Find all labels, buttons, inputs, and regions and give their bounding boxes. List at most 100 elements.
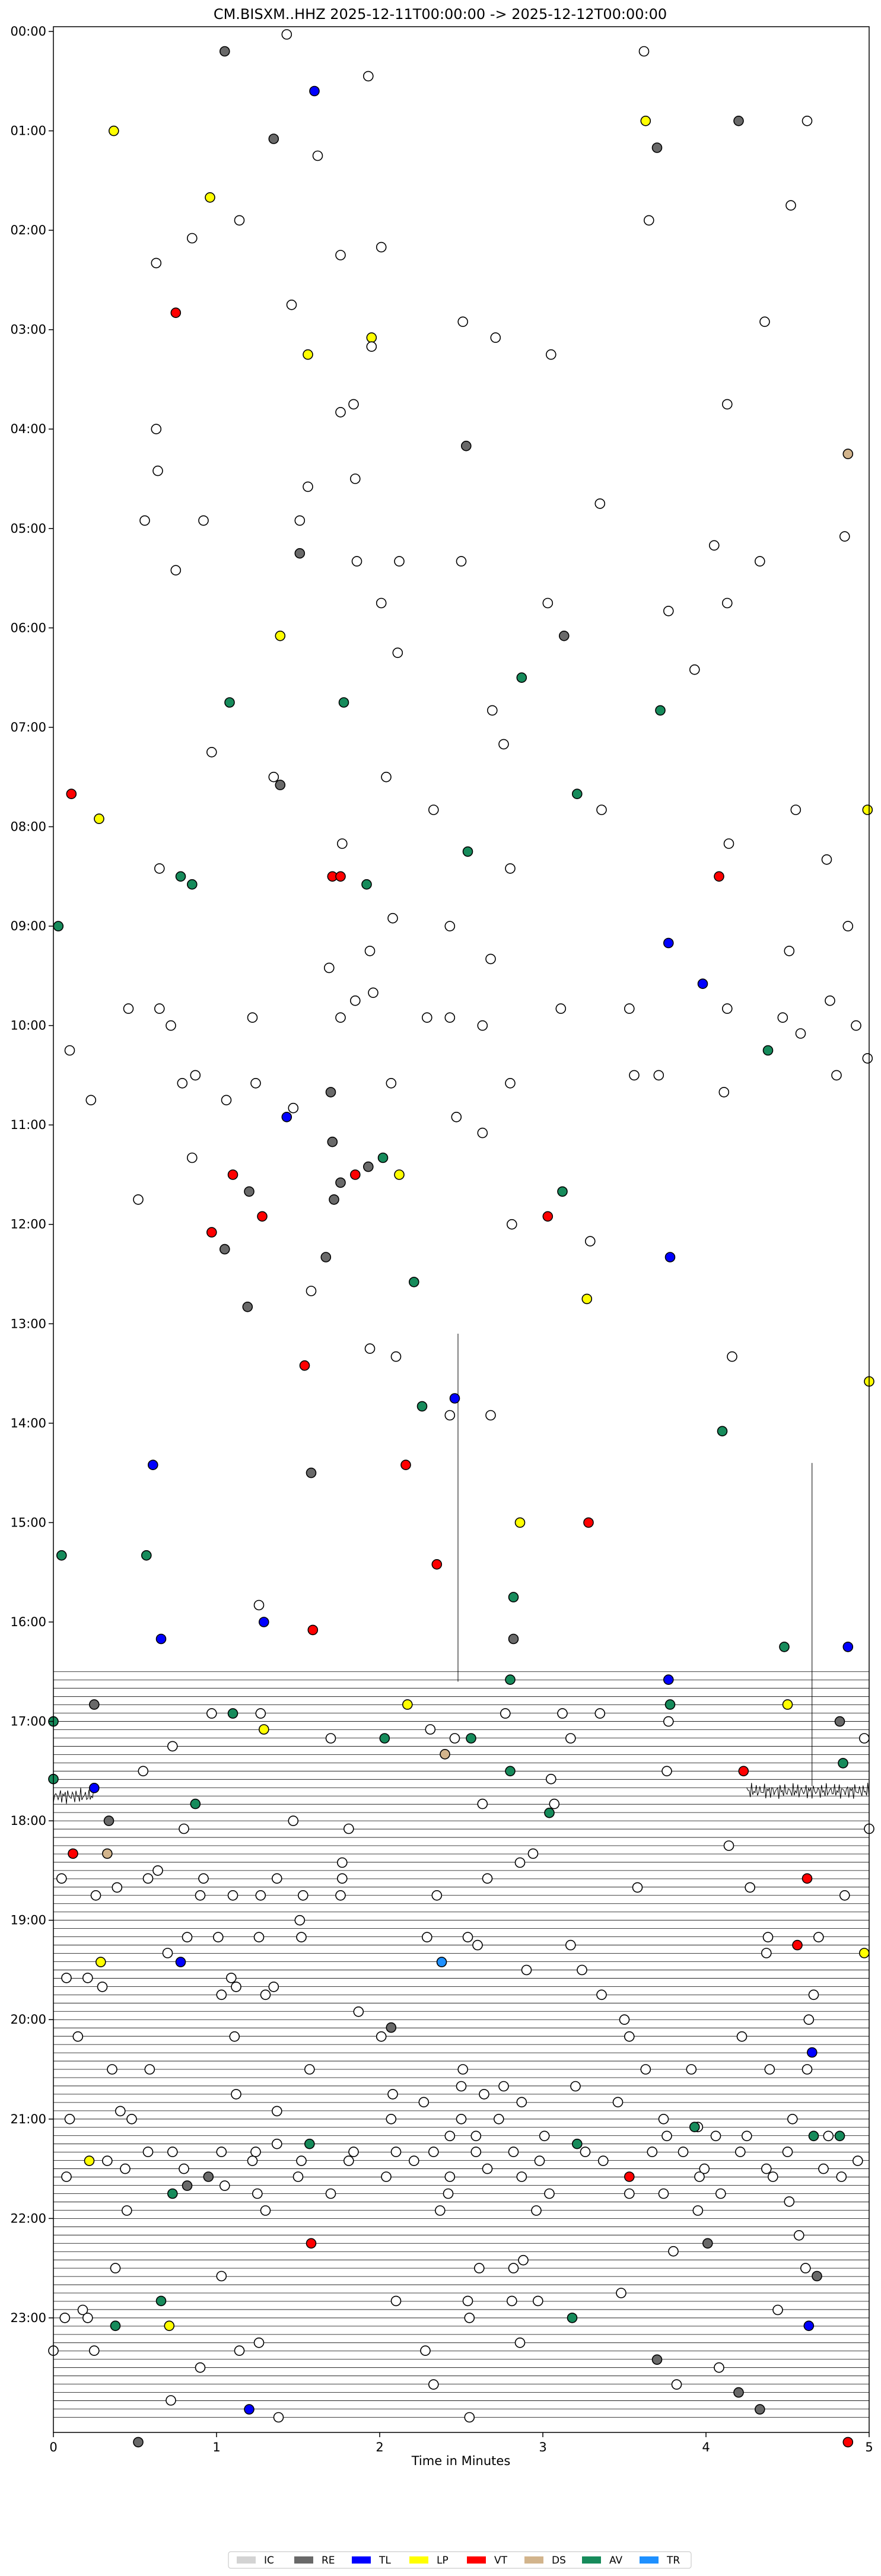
event-marker — [271, 2106, 282, 2117]
event-marker — [664, 1699, 676, 1710]
event-marker — [281, 29, 292, 40]
event-marker — [335, 1890, 346, 1901]
event-marker — [738, 1766, 749, 1777]
event-marker — [296, 2155, 307, 2166]
legend-label: TR — [666, 2555, 680, 2567]
event-marker — [779, 1642, 790, 1652]
event-marker — [288, 1102, 299, 1114]
event-marker — [722, 597, 733, 609]
event-marker — [102, 2155, 113, 2166]
event-marker — [335, 1177, 346, 1188]
event-marker — [275, 631, 286, 641]
event-marker — [381, 2171, 392, 2182]
event-marker — [175, 1957, 186, 1967]
event-marker — [584, 1236, 596, 1246]
event-marker — [82, 2313, 93, 2323]
legend-swatch — [524, 2556, 543, 2564]
event-marker — [253, 1599, 265, 1611]
event-marker — [122, 2205, 132, 2216]
event-marker — [596, 1989, 607, 2001]
event-marker — [84, 2155, 95, 2166]
event-marker — [762, 1045, 774, 1056]
event-marker — [155, 1633, 167, 1645]
y-tick-label: 23:00 — [10, 2311, 46, 2325]
event-marker — [485, 1410, 496, 1421]
event-marker — [82, 1973, 93, 1983]
event-marker — [167, 1741, 178, 1752]
event-marker — [195, 1890, 206, 1901]
event-marker — [216, 2146, 227, 2157]
legend: IC RE TL LP VT DS AV TR — [228, 2551, 692, 2569]
event-marker — [66, 788, 77, 799]
event-marker — [206, 1708, 217, 1719]
event-marker — [542, 1211, 554, 1222]
event-marker — [772, 2304, 783, 2316]
event-marker — [493, 2114, 504, 2125]
event-marker — [250, 1078, 261, 1089]
event-marker — [795, 1028, 806, 1039]
event-marker — [702, 2238, 713, 2249]
event-marker — [386, 2022, 397, 2033]
event-marker — [224, 697, 235, 708]
event-marker — [825, 995, 835, 1006]
event-marker — [408, 1277, 419, 1287]
event-marker — [800, 2263, 811, 2273]
event-marker — [348, 399, 359, 410]
event-marker — [394, 556, 405, 567]
y-tick-label: 15:00 — [10, 1515, 46, 1529]
event-marker — [482, 1873, 493, 1884]
event-marker — [260, 1989, 271, 2001]
event-marker — [834, 1716, 845, 1727]
event-marker — [761, 2163, 772, 2174]
event-marker — [431, 1890, 443, 1901]
event-marker — [390, 1351, 402, 1362]
event-marker — [349, 473, 361, 484]
event-marker — [253, 1932, 265, 1942]
legend-label: DS — [552, 2555, 566, 2567]
event-marker — [813, 1932, 824, 1942]
event-marker — [425, 1724, 436, 1735]
event-marker — [325, 1087, 336, 1098]
event-marker — [296, 1932, 307, 1942]
event-marker — [335, 406, 346, 418]
y-tick-label: 21:00 — [10, 2112, 46, 2126]
event-marker — [692, 2205, 704, 2216]
event-marker — [166, 1020, 176, 1031]
event-marker — [190, 1070, 201, 1081]
event-marker — [198, 1873, 209, 1884]
event-marker — [444, 1012, 456, 1023]
event-marker — [281, 1112, 292, 1122]
event-marker — [260, 2205, 271, 2216]
legend-swatch — [467, 2556, 486, 2564]
legend-label: IC — [264, 2555, 274, 2567]
event-marker — [299, 1360, 310, 1371]
event-marker — [505, 1766, 516, 1777]
event-marker — [508, 2263, 519, 2273]
event-marker — [59, 2313, 71, 2323]
event-marker — [506, 1219, 517, 1230]
event-marker — [812, 2270, 822, 2282]
event-marker — [457, 316, 469, 327]
event-marker — [456, 556, 467, 567]
y-tick-label: 03:00 — [10, 323, 46, 337]
event-marker — [539, 2130, 550, 2142]
event-marker — [505, 1674, 516, 1685]
y-tick-label: 16:00 — [10, 1615, 46, 1629]
event-marker — [479, 2089, 489, 2100]
event-marker — [167, 2146, 178, 2157]
event-marker — [678, 2146, 689, 2157]
event-marker — [644, 215, 654, 226]
event-marker — [327, 1136, 338, 1147]
event-marker — [842, 921, 854, 931]
y-tick-label: 20:00 — [10, 2012, 46, 2027]
event-marker — [436, 1957, 447, 1967]
event-marker — [247, 1012, 258, 1023]
event-marker — [624, 2031, 635, 2042]
event-marker — [699, 2163, 710, 2174]
event-marker — [444, 921, 456, 931]
event-marker — [198, 515, 209, 526]
event-marker — [640, 2064, 651, 2075]
event-marker — [449, 1733, 460, 1744]
event-marker — [386, 2114, 397, 2125]
event-marker — [179, 1823, 189, 1834]
